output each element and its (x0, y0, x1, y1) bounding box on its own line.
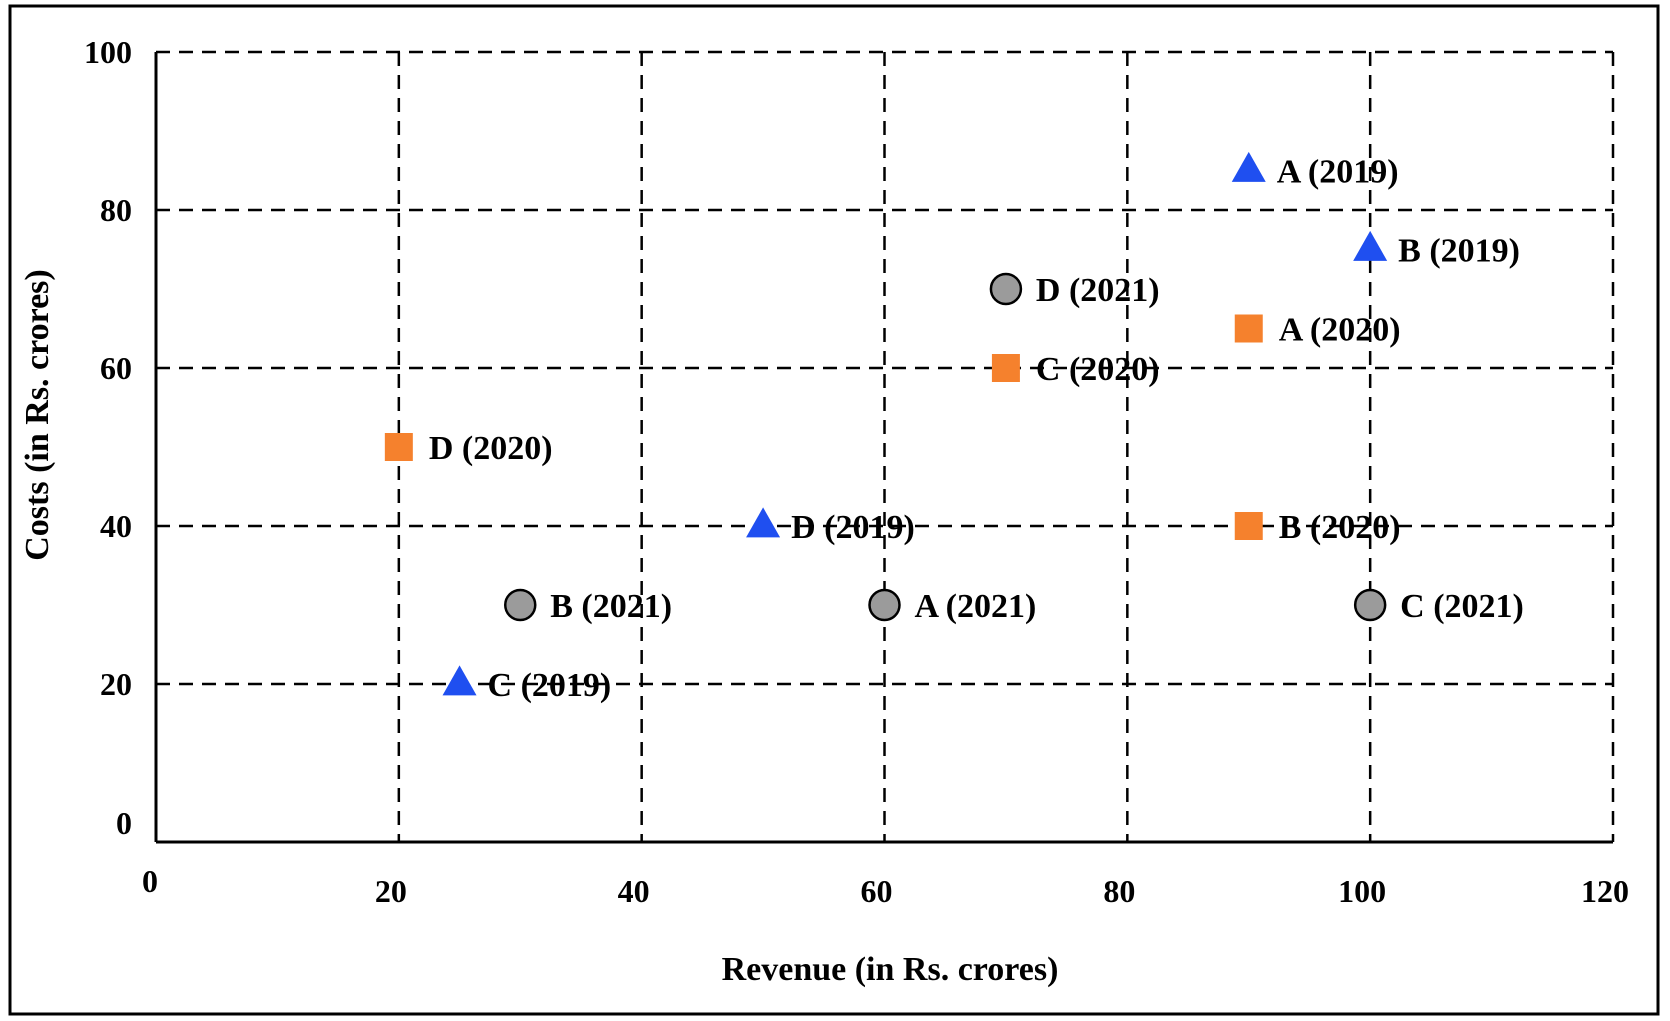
point-marker-a-2020 (1234, 314, 1263, 343)
y-tick-label-20: 20 (100, 666, 132, 702)
point-label-a-2021: A (2021) (915, 588, 1037, 625)
y-axis-title: Costs (in Rs. crores) (19, 269, 56, 561)
tick-labels: 0 20 40 60 80 100 120 0 20 40 60 80 100 (84, 34, 1629, 909)
point-marker-b-2020 (1234, 512, 1263, 540)
x-tick-label-120: 120 (1581, 873, 1629, 909)
point-marker-a-2019 (1231, 151, 1266, 182)
y-tick-label-40: 40 (100, 508, 132, 544)
x-axis-title: Revenue (in Rs. crores) (722, 951, 1059, 988)
x-tick-label-40: 40 (618, 873, 650, 909)
point-label-b-2020: B (2020) (1279, 509, 1401, 546)
point-label-a-2019: A (2019) (1277, 154, 1399, 191)
point-label-d-2021: D (2021) (1036, 272, 1160, 309)
x-tick-label-60: 60 (861, 873, 893, 909)
y-tick-label-60: 60 (100, 350, 132, 386)
y-tick-label-100: 100 (84, 34, 132, 70)
point-label-d-2019: D (2019) (791, 509, 915, 546)
point-label-c-2020: C (2020) (1036, 351, 1160, 388)
x-tick-label-80: 80 (1103, 873, 1135, 909)
y-tick-label-80: 80 (100, 192, 132, 228)
point-label-b-2019: B (2019) (1398, 233, 1520, 270)
point-label-c-2021: C (2021) (1400, 588, 1524, 625)
point-marker-d-2020 (384, 433, 413, 461)
point-label-a-2020: A (2020) (1279, 312, 1401, 349)
x-tick-label-20: 20 (375, 873, 407, 909)
point-marker-b-2019 (1353, 230, 1388, 261)
point-label-d-2020: D (2020) (429, 430, 553, 467)
x-tick-label-100: 100 (1338, 873, 1386, 909)
x-tick-label-0: 0 (142, 863, 158, 899)
point-marker-d-2021 (989, 272, 1023, 306)
axes (154, 52, 1613, 844)
point-marker-d-2019 (746, 507, 781, 538)
point-label-b-2021: B (2021) (550, 588, 672, 625)
y-tick-label-0: 0 (116, 805, 132, 841)
point-marker-b-2021 (504, 588, 537, 622)
point-label-c-2019: C (2019) (488, 667, 612, 704)
point-marker-c-2021 (1353, 588, 1387, 622)
point-marker-a-2021 (868, 588, 901, 622)
data-points: A (2019) B (2019) C (2019) D (2019) A (2020)… (384, 151, 1524, 704)
point-marker-c-2019 (442, 665, 477, 696)
point-marker-c-2020 (991, 354, 1020, 382)
chart-border (8, 4, 1660, 1016)
